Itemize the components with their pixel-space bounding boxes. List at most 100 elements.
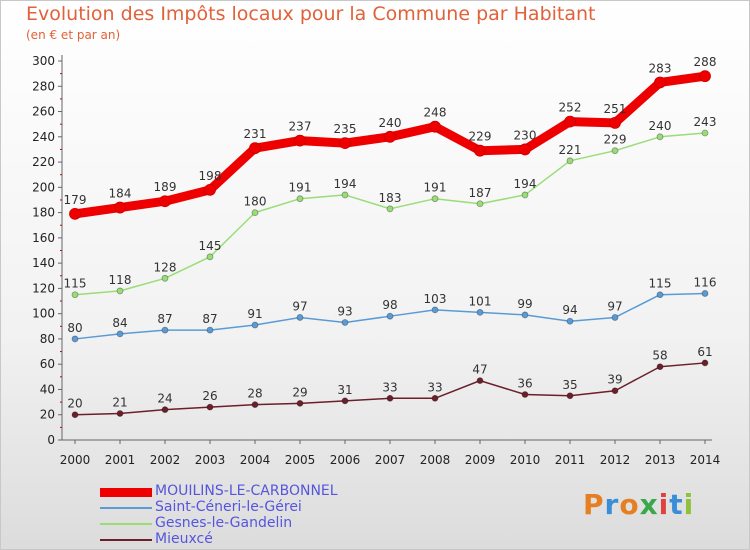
logo-letter: P	[583, 488, 605, 521]
data-label: 29	[292, 385, 307, 399]
data-point	[206, 253, 214, 261]
data-label: 229	[604, 133, 627, 147]
legend-item: MOUILINS-LE-CARBONNEL	[100, 483, 400, 500]
data-point	[161, 274, 169, 282]
data-point	[476, 200, 484, 208]
y-tick-label: 260	[32, 105, 55, 119]
data-point	[251, 401, 259, 409]
data-point	[476, 377, 484, 385]
legend-label: MOUILINS-LE-CARBONNEL	[155, 483, 338, 499]
x-tick-label: 2005	[285, 453, 316, 467]
legend-item: Gesnes-le-Gandelin	[100, 515, 400, 532]
proxiti-logo: Proxiti	[583, 488, 694, 521]
data-label: 235	[334, 122, 357, 136]
data-point	[341, 319, 349, 326]
data-point	[116, 330, 124, 338]
legend-label: Mieuxcé	[155, 531, 213, 547]
data-point	[206, 403, 214, 411]
data-label: 97	[292, 299, 307, 313]
logo-letter: i	[683, 488, 695, 521]
x-tick-label: 2013	[645, 453, 676, 467]
legend-swatch	[100, 507, 152, 509]
legend-swatch	[100, 487, 152, 497]
y-tick-label: 160	[32, 231, 55, 245]
y-tick-label: 20	[40, 408, 55, 422]
data-label: 118	[109, 273, 132, 287]
data-label: 24	[157, 392, 172, 406]
data-label: 145	[199, 239, 222, 253]
data-point	[296, 195, 304, 203]
data-point	[69, 207, 81, 220]
series-1: 80 84 87 87 91 97 93 98 103 101 99 94 97 115 116	[67, 275, 717, 343]
data-label: 231	[244, 127, 267, 141]
data-point	[431, 394, 439, 402]
data-point	[429, 120, 441, 133]
x-tick-label: 2014	[690, 453, 721, 467]
data-label: 240	[649, 119, 672, 133]
y-tick-label: 220	[32, 155, 55, 169]
data-label: 251	[604, 102, 627, 116]
y-tick-label: 100	[32, 307, 55, 321]
x-tick-label: 2003	[195, 453, 226, 467]
data-label: 248	[424, 106, 447, 120]
data-point	[339, 137, 351, 150]
data-point	[296, 314, 304, 321]
data-point	[431, 195, 439, 203]
data-label: 94	[562, 303, 577, 317]
data-point	[161, 326, 169, 334]
data-point	[116, 287, 124, 295]
data-point	[296, 399, 304, 407]
y-tick-label: 200	[32, 180, 55, 194]
data-point	[566, 157, 574, 165]
logo-letter: i	[658, 488, 670, 521]
data-label: 189	[154, 180, 177, 194]
data-point	[474, 144, 486, 157]
data-label: 191	[289, 181, 312, 195]
data-label: 115	[64, 277, 87, 291]
y-tick-label: 180	[32, 206, 55, 220]
data-label: 184	[109, 187, 132, 201]
data-label: 191	[424, 181, 447, 195]
data-label: 288	[694, 55, 717, 69]
data-point	[519, 143, 531, 156]
x-tick-label: 2011	[555, 453, 586, 467]
legend-swatch	[100, 539, 152, 541]
data-point	[656, 133, 664, 141]
legend: MOUILINS-LE-CARBONNEL Saint-Céneri-le-Gér…	[100, 483, 400, 548]
data-point	[71, 411, 79, 419]
data-label: 116	[694, 275, 717, 289]
data-point	[656, 363, 664, 371]
data-label: 221	[559, 143, 582, 157]
data-point	[521, 191, 529, 199]
legend-label: Saint-Céneri-le-Gérei	[155, 499, 302, 515]
data-point	[611, 314, 619, 321]
data-point	[701, 129, 709, 137]
data-label: 243	[694, 115, 717, 129]
chart-subtitle: (en € et par an)	[26, 28, 121, 42]
data-point	[249, 142, 261, 155]
data-label: 36	[517, 377, 532, 391]
legend-item: Saint-Céneri-le-Gérei	[100, 499, 400, 516]
data-label: 97	[607, 299, 622, 313]
data-label: 21	[112, 395, 127, 409]
data-point	[204, 183, 216, 196]
data-point	[161, 406, 169, 414]
data-label: 20	[67, 397, 82, 411]
data-point	[566, 392, 574, 400]
data-point	[386, 394, 394, 402]
data-point	[206, 326, 214, 334]
data-label: 87	[202, 312, 217, 326]
y-tick-label: 120	[32, 281, 55, 295]
chart-title: Evolution des Impôts locaux pour la Comm…	[26, 3, 596, 25]
series-2: 115 118 128 145 180 191 194 183 191 187 194 221 229 2…	[64, 115, 717, 299]
data-label: 115	[649, 277, 672, 291]
data-label: 87	[157, 312, 172, 326]
x-tick-label: 2012	[600, 453, 631, 467]
data-point	[71, 335, 79, 343]
logo-letter: t	[669, 488, 684, 521]
logo-letter: o	[619, 488, 640, 521]
data-label: 283	[649, 61, 672, 75]
x-tick-label: 2000	[60, 453, 91, 467]
